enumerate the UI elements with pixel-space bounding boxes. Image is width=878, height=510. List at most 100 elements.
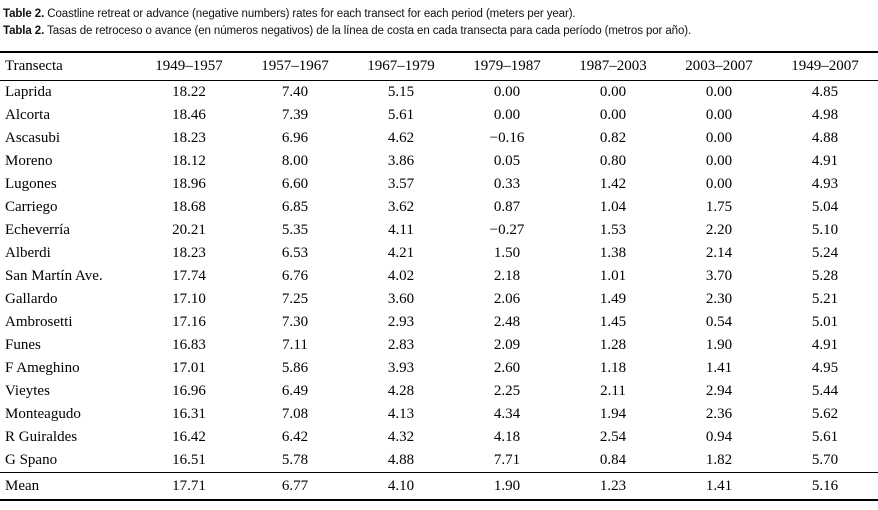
rate-value-cell: 5.04 (811, 199, 839, 215)
rate-value-cell: 0.80 (599, 153, 627, 169)
rate-value-cell: 6.85 (281, 199, 309, 215)
transect-name: F Ameghino (5, 360, 80, 376)
rate-value-cell: 2.48 (493, 314, 521, 330)
rate-value-cell: 0.33 (493, 176, 521, 192)
rate-value-cell: 4.18 (493, 429, 521, 445)
rate-value-cell: 0.00 (599, 107, 627, 123)
rate-value-cell: 3.70 (705, 268, 733, 284)
rate-value-cell: 0.82 (599, 130, 627, 146)
table-row: San Martín Ave. 17.74 6.76 4.02 2.18 1.01 3.70… (0, 265, 878, 288)
rate-value-cell: 18.22 (172, 84, 206, 100)
rate-value-cell: 16.51 (172, 452, 206, 468)
rate-value-cell: 2.93 (387, 314, 415, 330)
rate-value-cell: 16.96 (172, 383, 206, 399)
rate-value-cell: 1.94 (599, 406, 627, 422)
mean-row: Mean 17.71 6.77 4.10 1.90 1.23 1.41 5.16 (0, 472, 878, 500)
rate-value-cell: 1.23 (560, 472, 666, 500)
rate-value-cell: 4.98 (811, 107, 839, 123)
rate-value-cell: 4.85 (811, 84, 839, 100)
data-table: Transecta 1949–1957 1957–1967 1967–1979 1979… (0, 51, 878, 501)
rate-value-cell: 4.21 (387, 245, 415, 261)
rate-value-cell: 8.00 (281, 153, 309, 169)
rate-value-cell: 2.60 (493, 360, 521, 376)
rate-value-cell: 4.88 (811, 130, 839, 146)
transect-name: Echeverría (5, 222, 70, 238)
rate-value-cell: 2.54 (599, 429, 627, 445)
rate-value-cell: 4.91 (811, 337, 839, 353)
rate-value-cell: 1.90 (454, 472, 560, 500)
rate-value-cell: 5.61 (387, 107, 415, 123)
rate-value-cell: 3.60 (387, 291, 415, 307)
rate-value-cell: 6.96 (281, 130, 309, 146)
rate-value-cell: 1.42 (599, 176, 627, 192)
transect-name: G Spano (5, 452, 58, 468)
rate-value-cell: 17.01 (172, 360, 206, 376)
transect-name: Vieytes (5, 383, 50, 399)
rate-value-cell: 4.28 (387, 383, 415, 399)
rate-value-cell: 6.53 (281, 245, 309, 261)
rate-value-cell: 0.94 (705, 429, 733, 445)
rate-value-cell: −0.27 (489, 222, 525, 238)
rate-value-cell: −0.16 (489, 130, 525, 146)
rate-value-cell: 2.94 (705, 383, 733, 399)
rate-value-cell: 4.88 (387, 452, 415, 468)
rate-value-cell: 17.71 (136, 472, 242, 500)
rate-value-cell: 1.82 (705, 452, 733, 468)
caption-en-label: Table 2. (3, 8, 45, 20)
rate-value-cell: 5.35 (281, 222, 309, 238)
transect-name: Carriego (5, 199, 58, 215)
rate-value-cell: 6.77 (242, 472, 348, 500)
rate-value-cell: 0.05 (493, 153, 521, 169)
rate-value-cell: 7.30 (281, 314, 309, 330)
rate-value-cell: 2.06 (493, 291, 521, 307)
rate-value-cell: 17.74 (172, 268, 206, 284)
rate-value-cell: 0.00 (493, 84, 521, 100)
transect-name: Gallardo (5, 291, 58, 307)
rate-value-cell: 0.00 (705, 107, 733, 123)
rate-value-cell: 18.12 (172, 153, 206, 169)
caption-es-text: Tasas de retroceso o avance (en números … (47, 25, 692, 37)
table-row: Monteagudo 16.31 7.08 4.13 4.34 1.94 2.36 5.62 (0, 403, 878, 426)
rate-value-cell: 18.46 (172, 107, 206, 123)
rate-value-cell: 4.13 (387, 406, 415, 422)
rate-value-cell: 0.00 (705, 84, 733, 100)
rate-value-cell: 0.84 (599, 452, 627, 468)
transect-name: Laprida (5, 84, 52, 100)
rate-value-cell: 4.95 (811, 360, 839, 376)
rate-value-cell: 2.20 (705, 222, 733, 238)
rate-value-cell: 3.62 (387, 199, 415, 215)
transect-name: San Martín Ave. (5, 268, 103, 284)
rate-value-cell: 7.08 (281, 406, 309, 422)
rate-value-cell: 5.44 (811, 383, 839, 399)
column-header-period: 1979–1987 (454, 52, 560, 81)
rate-value-cell: 18.23 (172, 130, 206, 146)
rate-value-cell: 1.90 (705, 337, 733, 353)
rate-value-cell: 7.11 (282, 337, 308, 353)
rate-value-cell: 7.39 (281, 107, 309, 123)
caption-es: Tabla 2. Tasas de retroceso o avance (en… (3, 23, 874, 40)
caption-en: Table 2. Coastline retreat or advance (n… (3, 6, 874, 23)
rate-value-cell: 7.40 (281, 84, 309, 100)
transect-name: Ascasubi (5, 130, 60, 146)
table-row: Moreno 18.12 8.00 3.86 0.05 0.80 0.00 4.91 (0, 150, 878, 173)
mean-row-label: Mean (0, 472, 136, 500)
rate-value-cell: 2.09 (493, 337, 521, 353)
rate-value-cell: 5.01 (811, 314, 839, 330)
rate-value-cell: 5.10 (811, 222, 839, 238)
rate-value-cell: 5.16 (772, 472, 878, 500)
table-row: G Spano 16.51 5.78 4.88 7.71 0.84 1.82 5.70 (0, 449, 878, 473)
rate-value-cell: 3.93 (387, 360, 415, 376)
rate-value-cell: 1.01 (599, 268, 627, 284)
table-row: Funes 16.83 7.11 2.83 2.09 1.28 1.90 4.91 (0, 334, 878, 357)
rate-value-cell: 6.49 (281, 383, 309, 399)
table-row: Vieytes 16.96 6.49 4.28 2.25 2.11 2.94 5.44 (0, 380, 878, 403)
table-row: Ambrosetti 17.16 7.30 2.93 2.48 1.45 0.54 5.01 (0, 311, 878, 334)
rate-value-cell: 17.10 (172, 291, 206, 307)
caption-en-text: Coastline retreat or advance (negative n… (47, 8, 576, 20)
transect-name: Monteagudo (5, 406, 81, 422)
rate-value-cell: 4.62 (387, 130, 415, 146)
table-row: R Guiraldes 16.42 6.42 4.32 4.18 2.54 0.94 5.61 (0, 426, 878, 449)
rate-value-cell: 4.10 (348, 472, 454, 500)
rate-value-cell: 1.50 (493, 245, 521, 261)
